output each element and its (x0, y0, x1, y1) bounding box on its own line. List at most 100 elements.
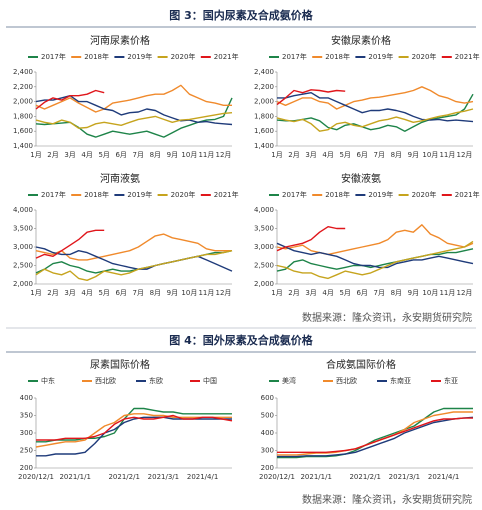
chart-title: 尿素国际价格 (90, 358, 150, 371)
x-tick-label: 3月 (305, 289, 316, 297)
series-line (276, 240, 474, 280)
legend-label: 2018年 (84, 190, 109, 199)
legend-label: 2017年 (282, 190, 307, 199)
source-note: 数据来源：隆众资讯，永安期货研究院 (302, 311, 472, 324)
x-tick-label: 10月 (422, 151, 438, 159)
legend-label: 东亚 (444, 376, 458, 385)
x-tick-label: 7月 (133, 151, 144, 159)
series-line (35, 246, 233, 272)
x-tick-label: 2月 (288, 151, 299, 159)
y-tick-label: 250 (20, 447, 33, 455)
legend-label: 2017年 (282, 52, 307, 61)
x-tick-label: 2月 (47, 289, 58, 297)
x-tick-label: 1月 (30, 151, 41, 159)
series-line (36, 414, 233, 441)
y-tick-label: 2,000 (13, 98, 33, 106)
x-tick-label: 11月 (439, 151, 455, 159)
y-tick-label: 3,500 (254, 225, 274, 233)
y-tick-label: 300 (20, 429, 33, 437)
legend-label: 2019年 (127, 190, 152, 199)
y-tick-label: 2,500 (13, 262, 33, 270)
legend-label: 2018年 (325, 52, 350, 61)
series-line (276, 242, 474, 269)
figure-title: 图 3：国内尿素及合成氨价格 (169, 8, 313, 22)
x-tick-label: 2021/2/1 (108, 473, 139, 481)
legend-label: 东南亚 (390, 376, 411, 385)
x-tick-label: 5月 (98, 289, 109, 297)
legend-label: 2021年 (455, 190, 480, 199)
x-tick-label: 11月 (198, 151, 214, 159)
x-tick-label: 11月 (439, 289, 455, 297)
legend-label: 2020年 (412, 52, 437, 61)
series-line (276, 89, 346, 106)
series-line (277, 416, 474, 458)
x-tick-label: 6月 (356, 289, 367, 297)
x-tick-label: 3月 (64, 151, 75, 159)
x-tick-label: 7月 (374, 151, 385, 159)
legend-label: 2020年 (171, 190, 196, 199)
x-tick-label: 8月 (150, 151, 161, 159)
chart-title: 安徽尿素价格 (331, 34, 391, 47)
x-tick-label: 3月 (64, 289, 75, 297)
x-tick-label: 2月 (288, 289, 299, 297)
x-tick-label: 9月 (408, 151, 419, 159)
x-tick-label: 5月 (339, 151, 350, 159)
x-tick-label: 7月 (133, 289, 144, 297)
source-note: 数据来源：隆众资讯，永安期货研究院 (302, 493, 472, 506)
x-tick-label: 9月 (167, 289, 178, 297)
y-tick-label: 1,600 (13, 127, 33, 135)
series-line (35, 250, 233, 281)
series-line (36, 407, 232, 443)
y-tick-label: 1,800 (254, 112, 274, 120)
x-tick-label: 12月 (216, 289, 232, 297)
legend-label: 2021年 (214, 52, 239, 61)
series-line (277, 417, 473, 453)
x-tick-label: 8月 (150, 289, 161, 297)
x-tick-label: 5月 (98, 151, 109, 159)
chart-title: 河南液氨 (100, 172, 140, 185)
series-line (276, 108, 474, 132)
series-line (35, 84, 232, 113)
y-tick-label: 4,000 (254, 206, 274, 214)
x-tick-label: 11月 (198, 289, 214, 297)
series-line (276, 226, 346, 252)
legend-label: 2020年 (412, 190, 437, 199)
series-line (276, 93, 474, 132)
legend-label: 中东 (41, 376, 55, 385)
y-tick-label: 500 (261, 412, 274, 420)
legend-label: 2021年 (214, 190, 239, 199)
x-tick-label: 12月 (457, 151, 473, 159)
legend-label: 美湾 (282, 376, 296, 385)
x-tick-label: 3月 (305, 151, 316, 159)
x-tick-label: 9月 (167, 151, 178, 159)
x-tick-label: 2月 (47, 151, 58, 159)
series-line (276, 86, 474, 110)
chart-title: 合成氨国际价格 (326, 358, 396, 371)
x-tick-label: 7月 (374, 289, 385, 297)
x-tick-label: 2021/4/1 (428, 473, 459, 481)
x-tick-label: 9月 (408, 289, 419, 297)
figure-title: 图 4：国外尿素及合成氨价格 (169, 333, 313, 347)
legend-label: 东欧 (149, 376, 163, 385)
x-tick-label: 6月 (115, 151, 126, 159)
x-tick-label: 1月 (271, 151, 282, 159)
y-tick-label: 3,000 (254, 243, 274, 251)
x-tick-label: 1月 (30, 289, 41, 297)
x-tick-label: 4月 (322, 289, 333, 297)
y-tick-label: 3,000 (13, 243, 33, 251)
x-tick-label: 4月 (322, 151, 333, 159)
y-tick-label: 350 (20, 412, 33, 420)
series-line (277, 407, 473, 459)
legend-label: 中国 (203, 376, 217, 385)
y-tick-label: 1,400 (13, 142, 33, 150)
legend-label: 2017年 (41, 52, 66, 61)
y-tick-label: 200 (261, 464, 274, 472)
x-tick-label: 2021/2/1 (349, 473, 380, 481)
legend-label: 2019年 (127, 52, 152, 61)
legend-label: 2018年 (84, 52, 109, 61)
y-tick-label: 400 (20, 394, 33, 402)
chart-title: 安徽液氨 (341, 172, 381, 185)
x-tick-label: 2021/3/1 (148, 473, 179, 481)
x-tick-label: 2020/12/1 (259, 473, 295, 481)
x-tick-label: 2020/12/1 (18, 473, 54, 481)
